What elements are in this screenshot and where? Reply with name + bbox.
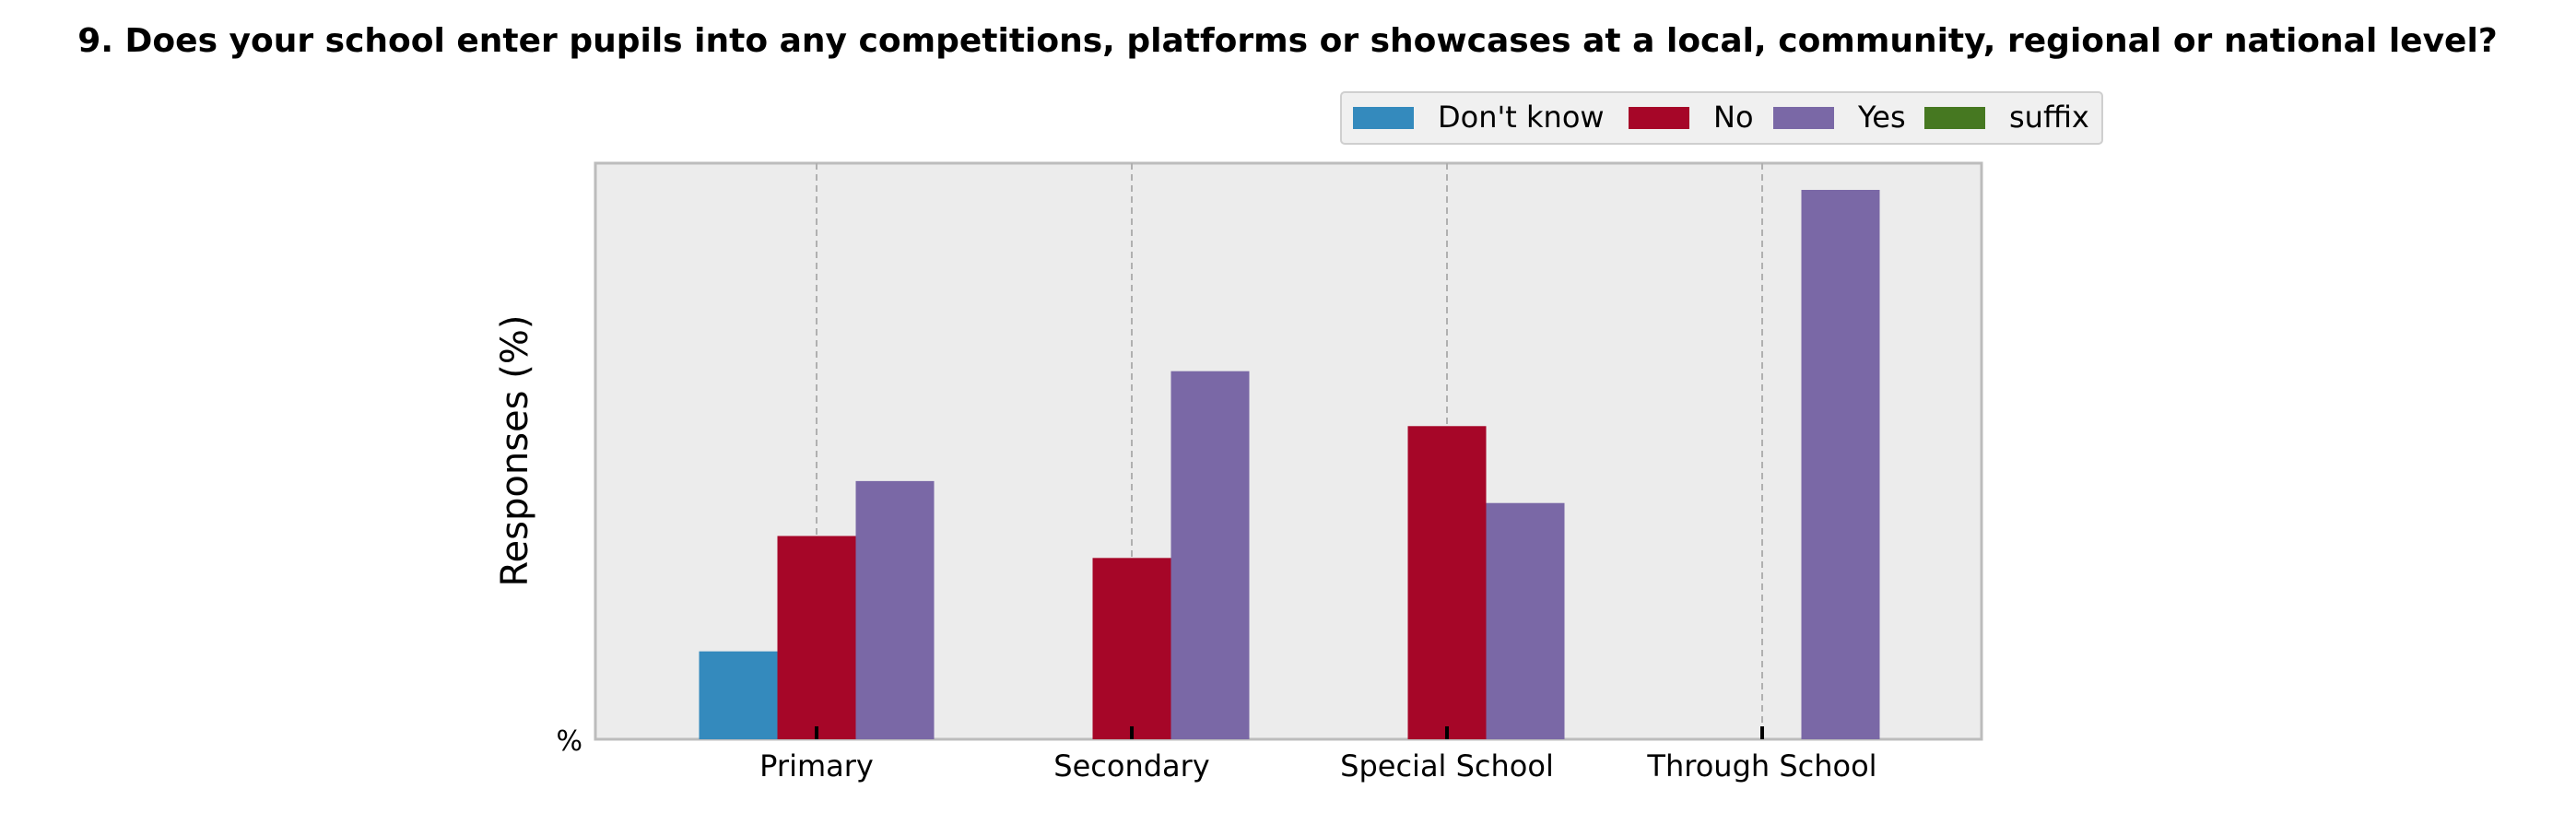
x-axis-tick-labels: Primary Secondary Special School Through Sc… (759, 748, 1876, 784)
bar (699, 651, 778, 739)
legend-swatch (1773, 107, 1834, 129)
legend-label: Don't know (1438, 100, 1605, 135)
y-tick-label: % (556, 725, 582, 758)
legend-box (1340, 91, 2103, 145)
bars (699, 190, 1880, 739)
x-tick-label: Secondary (1053, 748, 1209, 784)
chart-title: 9. Does your school enter pupils into an… (77, 22, 2497, 60)
bar (1801, 190, 1880, 739)
bar (1170, 371, 1250, 739)
x-tick-label: Through School (1646, 748, 1876, 784)
legend-label: Yes (1857, 100, 1906, 135)
legend-swatch (1924, 107, 1985, 129)
legend-swatch (1629, 107, 1689, 129)
bar (1092, 558, 1171, 739)
legend-label: suffix (2009, 100, 2089, 135)
bar (1486, 502, 1565, 739)
bar (1407, 426, 1487, 739)
x-tick-label: Special School (1340, 748, 1554, 784)
bar (855, 480, 935, 739)
y-axis-label: Responses (%) (494, 315, 536, 587)
legend: Don't know No Yes suffix (1340, 91, 2103, 145)
bar (777, 536, 856, 739)
legend-label: No (1713, 100, 1754, 135)
x-tick-label: Primary (759, 748, 874, 784)
x-axis-ticks (815, 726, 1764, 739)
legend-swatch (1353, 107, 1414, 129)
